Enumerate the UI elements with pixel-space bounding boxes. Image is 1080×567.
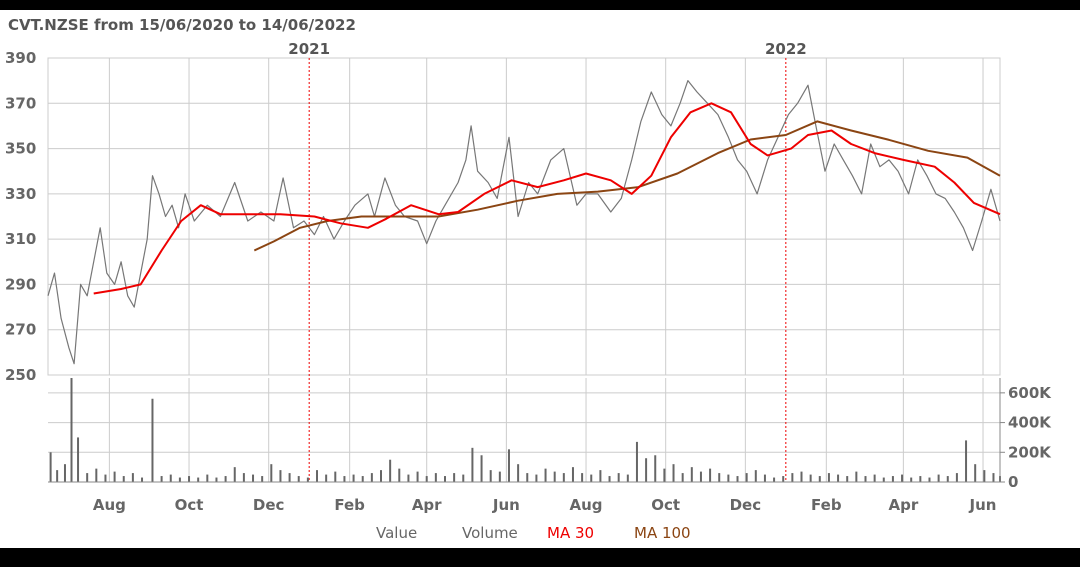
legend-volume: Volume <box>462 524 518 542</box>
price-tick-label: 250 <box>5 366 36 384</box>
year-marker-label: 2022 <box>765 40 807 58</box>
series-lines <box>47 79 1001 365</box>
price-tick-label: 330 <box>5 185 36 203</box>
price-tick-label: 310 <box>5 230 36 248</box>
x-tick-label: Aug <box>570 496 603 514</box>
price-tick-label: 270 <box>5 321 36 339</box>
volume-tick-label: 600K <box>1008 384 1052 402</box>
x-tick-label: Jun <box>492 496 520 514</box>
x-tick-label: Feb <box>811 496 842 514</box>
value-series-line <box>47 79 1001 365</box>
price-tick-label: 290 <box>5 275 36 293</box>
x-tick-label: Dec <box>730 496 762 514</box>
x-tick-label: Oct <box>651 496 680 514</box>
year-marker-label: 2021 <box>288 40 330 58</box>
x-tick-label: Jun <box>969 496 997 514</box>
chart-legend: Value Volume MA 30 MA 100 <box>376 524 691 542</box>
volume-tick-label: 0 <box>1008 473 1018 491</box>
x-tick-label: Dec <box>253 496 285 514</box>
chart-background <box>0 10 1080 548</box>
x-tick-label: Feb <box>334 496 365 514</box>
x-tick-label: Apr <box>412 496 442 514</box>
ma100-series-line <box>253 120 1001 252</box>
x-tick-label: Aug <box>93 496 126 514</box>
axes: 390 370 350 330 310 290 270 250 Aug Oct Dec Feb Apr J… <box>5 49 1052 514</box>
year-markers: 2021 2022 <box>288 40 807 482</box>
x-tick-label: Oct <box>175 496 204 514</box>
chart-title: CVT.NZSE from 15/06/2020 to 14/06/2022 <box>8 16 356 34</box>
volume-tick-label: 400K <box>1008 414 1052 432</box>
price-tick-label: 350 <box>5 140 36 158</box>
volume-bars <box>49 378 1001 482</box>
volume-tick-label: 200K <box>1008 443 1052 461</box>
chart-frame: CVT.NZSE from 15/06/2020 to 14/06/2022 2… <box>0 10 1080 548</box>
stock-chart: CVT.NZSE from 15/06/2020 to 14/06/2022 2… <box>0 10 1080 548</box>
legend-value: Value <box>376 524 417 542</box>
price-tick-label: 390 <box>5 49 36 67</box>
price-tick-label: 370 <box>5 94 36 112</box>
legend-ma30: MA 30 <box>547 524 594 542</box>
x-tick-label: Apr <box>888 496 918 514</box>
ma30-series-line <box>93 102 1001 295</box>
legend-ma100: MA 100 <box>634 524 691 542</box>
